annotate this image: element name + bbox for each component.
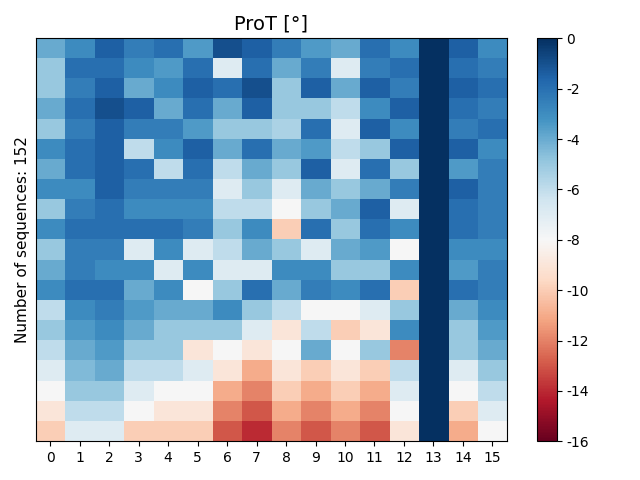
Title: ProT [°]: ProT [°] (234, 15, 308, 34)
Y-axis label: Number of sequences: 152: Number of sequences: 152 (15, 136, 30, 343)
